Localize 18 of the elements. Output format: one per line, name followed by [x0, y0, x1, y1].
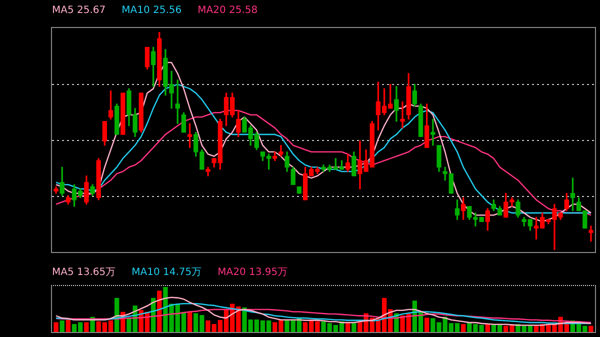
bar — [66, 320, 71, 332]
text: MA5 25.67 — [52, 5, 106, 16]
text: MA5 13.65万 — [52, 266, 116, 279]
bar — [54, 322, 58, 332]
bar — [345, 323, 350, 332]
bar — [460, 324, 466, 332]
bar — [485, 324, 490, 332]
text: MA20 25.58 — [198, 5, 258, 16]
text: MA20 13.95万 — [218, 266, 288, 279]
bar — [352, 323, 356, 332]
bar — [187, 311, 192, 332]
text: MA10 25.56 — [122, 5, 182, 16]
bar — [424, 318, 430, 332]
text: MA10 14.75万 — [132, 266, 202, 279]
bar — [84, 322, 89, 332]
bar — [60, 320, 64, 332]
bar — [588, 326, 594, 332]
candlestick — [120, 92, 126, 135]
